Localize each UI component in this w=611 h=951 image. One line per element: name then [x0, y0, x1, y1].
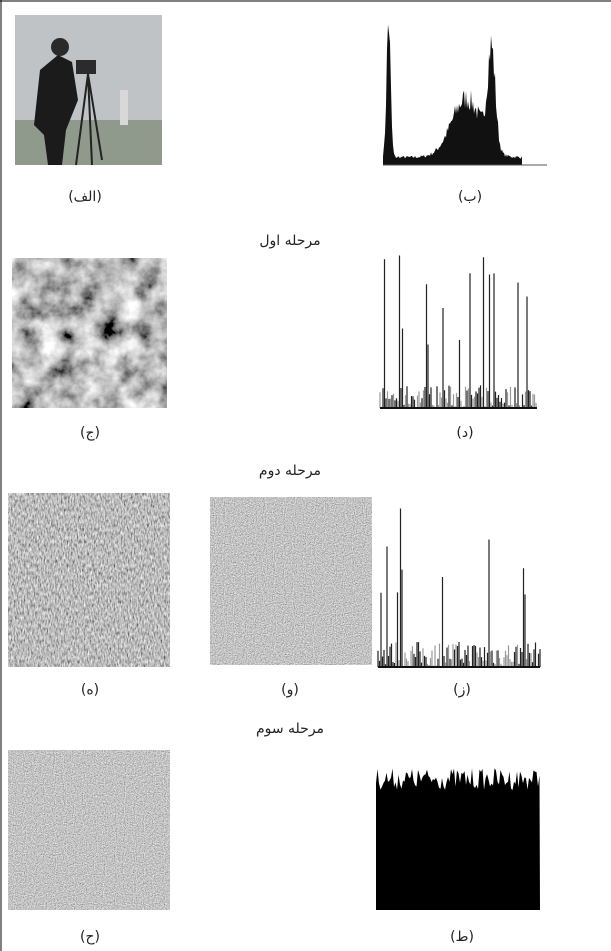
histogram: [379, 255, 537, 409]
caption: (ب): [458, 189, 482, 205]
photo: [15, 15, 162, 166]
stage-label: مرحله سوم: [256, 721, 324, 737]
caption: (الف): [68, 189, 102, 205]
caption: (ح): [80, 929, 100, 945]
caption: (ط): [450, 929, 474, 945]
encrypted-image: [210, 497, 372, 665]
histogram-shape: [376, 768, 540, 910]
stage-label: مرحله دوم: [259, 463, 321, 479]
histogram-shape: [383, 24, 522, 166]
histogram: [377, 508, 541, 668]
encrypted-image: [8, 750, 170, 910]
histogram: [376, 768, 540, 910]
encrypted-image: [12, 258, 167, 408]
caption: (و): [281, 682, 299, 698]
histogram: [383, 24, 547, 166]
stage-label: مرحله اول: [259, 233, 320, 249]
encrypted-image: [8, 493, 170, 667]
caption: (د): [456, 425, 473, 441]
caption: (ز): [453, 682, 471, 698]
caption: (ج): [80, 425, 100, 441]
caption: (ه): [81, 682, 99, 698]
